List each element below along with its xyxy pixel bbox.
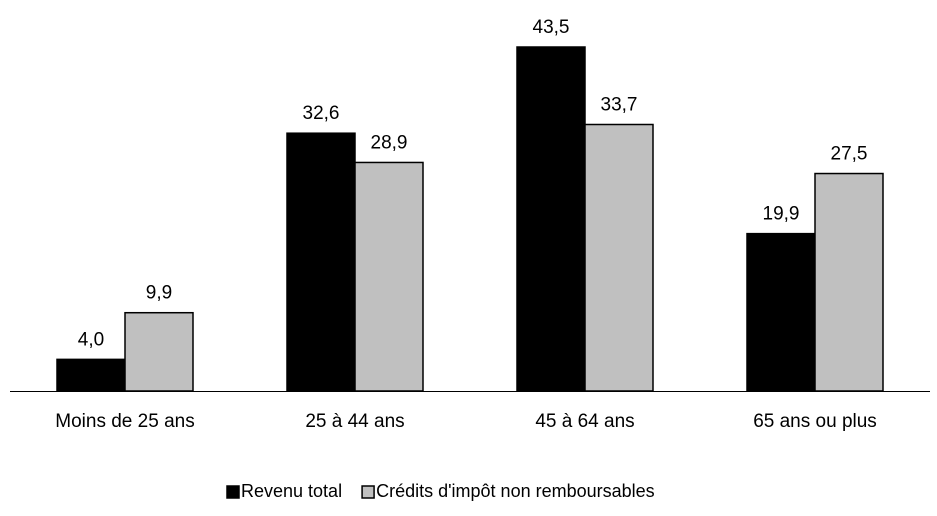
data-label-series-1-cat-2: 32,6 — [303, 103, 340, 124]
legend-label-1: Revenu total — [241, 481, 342, 501]
data-label-series-2-cat-4: 27,5 — [831, 144, 868, 165]
data-label-series-1-cat-1: 4,0 — [78, 329, 104, 350]
bar-series-2-cat-1 — [124, 311, 194, 392]
data-label-series-1-cat-4: 19,9 — [763, 204, 800, 225]
legend-swatch-1 — [226, 485, 240, 499]
x-tick-label-4: 65 ans ou plus — [753, 411, 877, 432]
data-label-series-2-cat-3: 33,7 — [601, 94, 638, 115]
value-labels-layer: 4,0 9,9 32,6 28,9 43,5 33,7 19,9 27,5 — [78, 17, 868, 350]
x-tick-label-2: 25 à 44 ans — [305, 411, 404, 432]
bar-series-1-cat-1 — [56, 358, 126, 392]
data-label-series-2-cat-2: 28,9 — [371, 132, 408, 153]
bar-series-1-cat-3 — [516, 46, 586, 392]
legend-swatch-2 — [361, 485, 375, 499]
bars-layer — [56, 46, 884, 392]
bar-series-1-cat-4 — [746, 232, 816, 392]
x-tick-labels: Moins de 25 ans 25 à 44 ans 45 à 64 ans 65 … — [55, 411, 877, 432]
data-label-series-2-cat-1: 9,9 — [146, 283, 172, 304]
bar-series-2-cat-4 — [814, 172, 884, 392]
legend: Revenu total Crédits d'impôt non rembours… — [226, 481, 655, 501]
x-tick-label-1: Moins de 25 ans — [55, 411, 194, 432]
bar-series-2-cat-3 — [584, 123, 654, 392]
bar-series-1-cat-2 — [286, 132, 356, 392]
x-tick-label-3: 45 à 64 ans — [535, 411, 634, 432]
bar-series-2-cat-2 — [354, 161, 424, 392]
data-label-series-1-cat-3: 43,5 — [533, 17, 570, 38]
legend-label-2: Crédits d'impôt non remboursables — [376, 481, 655, 501]
